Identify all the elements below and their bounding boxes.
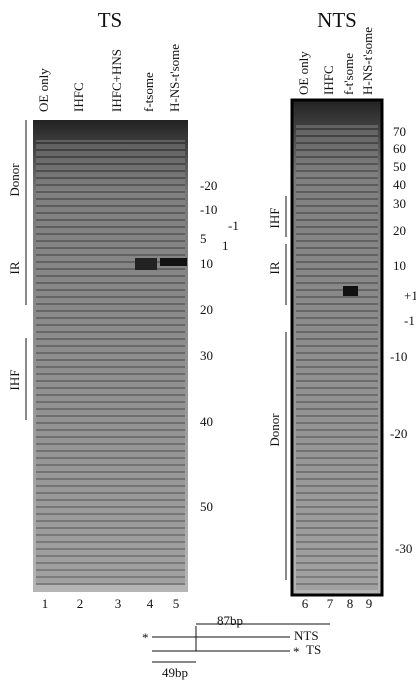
lane-number: 3 (115, 596, 122, 611)
position-label: 20 (200, 302, 213, 317)
lane-label: f-tsome (141, 72, 156, 112)
position-label: 5 (200, 231, 207, 246)
diagram (152, 623, 330, 663)
position-label: 10 (200, 256, 213, 271)
lane-label: IHFC (321, 65, 336, 95)
region-label: IHF (267, 208, 282, 229)
position-label: 1 (222, 238, 229, 253)
region-label: Donor (267, 413, 282, 447)
lane-number: 7 (327, 596, 334, 611)
position-label: 50 (393, 159, 406, 174)
end-mark: * (142, 630, 149, 645)
lane-number: 8 (347, 596, 354, 611)
region-label: IR (267, 261, 282, 274)
lane-label: H-NS-t'some (360, 27, 375, 95)
panel-title: NTS (317, 8, 357, 32)
position-label: -1 (404, 313, 415, 328)
position-label: 60 (393, 141, 406, 156)
position-label: -10 (200, 202, 217, 217)
span-label: 49bp (162, 665, 188, 680)
lane-label: OE only (296, 51, 311, 95)
position-label: -10 (390, 349, 407, 364)
lane-label: IHFC (71, 82, 86, 112)
position-label: 20 (393, 223, 406, 238)
strand-label: NTS (294, 628, 319, 643)
lane-number: 2 (77, 596, 84, 611)
strand-label: TS (306, 642, 321, 657)
position-label: -20 (200, 178, 217, 193)
region-label: IR (7, 261, 22, 274)
lane-number: 6 (302, 596, 309, 611)
lane-label: f-t'some (341, 53, 356, 95)
span-label: 87bp (217, 613, 243, 628)
position-label: 40 (200, 414, 213, 429)
lane-label: H-NS-t'some (167, 44, 182, 112)
region-label: IHF (7, 370, 22, 391)
position-label: 40 (393, 177, 406, 192)
lane-label: IHFC+HNS (109, 49, 124, 112)
lane-number: 1 (42, 596, 49, 611)
position-label: 10 (393, 258, 406, 273)
position-label: 30 (393, 196, 406, 211)
lane-number: 5 (173, 596, 180, 611)
position-label: 50 (200, 499, 213, 514)
lane-number: 9 (366, 596, 373, 611)
ts-gel (33, 120, 188, 592)
panel-title: TS (98, 8, 123, 32)
position-label: 70 (393, 124, 406, 139)
position-label: -30 (395, 541, 412, 556)
position-label: 30 (200, 348, 213, 363)
position-label: -1 (228, 218, 239, 233)
position-label: +1 (404, 288, 416, 303)
position-label: -20 (390, 426, 407, 441)
lane-label: OE only (36, 68, 51, 112)
nts-gel (290, 98, 384, 597)
end-mark: * (293, 644, 300, 659)
lane-number: 4 (147, 596, 154, 611)
region-label: Donor (7, 163, 22, 197)
